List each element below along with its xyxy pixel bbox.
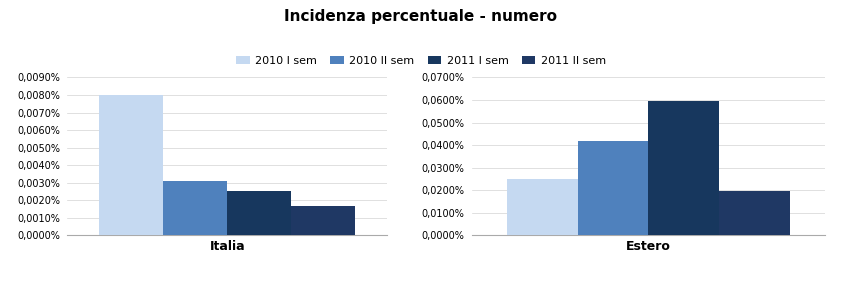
Bar (719, 191, 790, 235)
Bar (578, 141, 648, 235)
Bar (291, 205, 355, 235)
Bar (507, 179, 578, 235)
Text: Incidenza percentuale - numero: Incidenza percentuale - numero (285, 9, 557, 24)
Bar (163, 181, 227, 235)
Bar (99, 95, 163, 235)
Bar (227, 191, 291, 235)
Bar (648, 101, 719, 235)
Legend: 2010 I sem, 2010 II sem, 2011 I sem, 2011 II sem: 2010 I sem, 2010 II sem, 2011 I sem, 201… (232, 51, 610, 71)
